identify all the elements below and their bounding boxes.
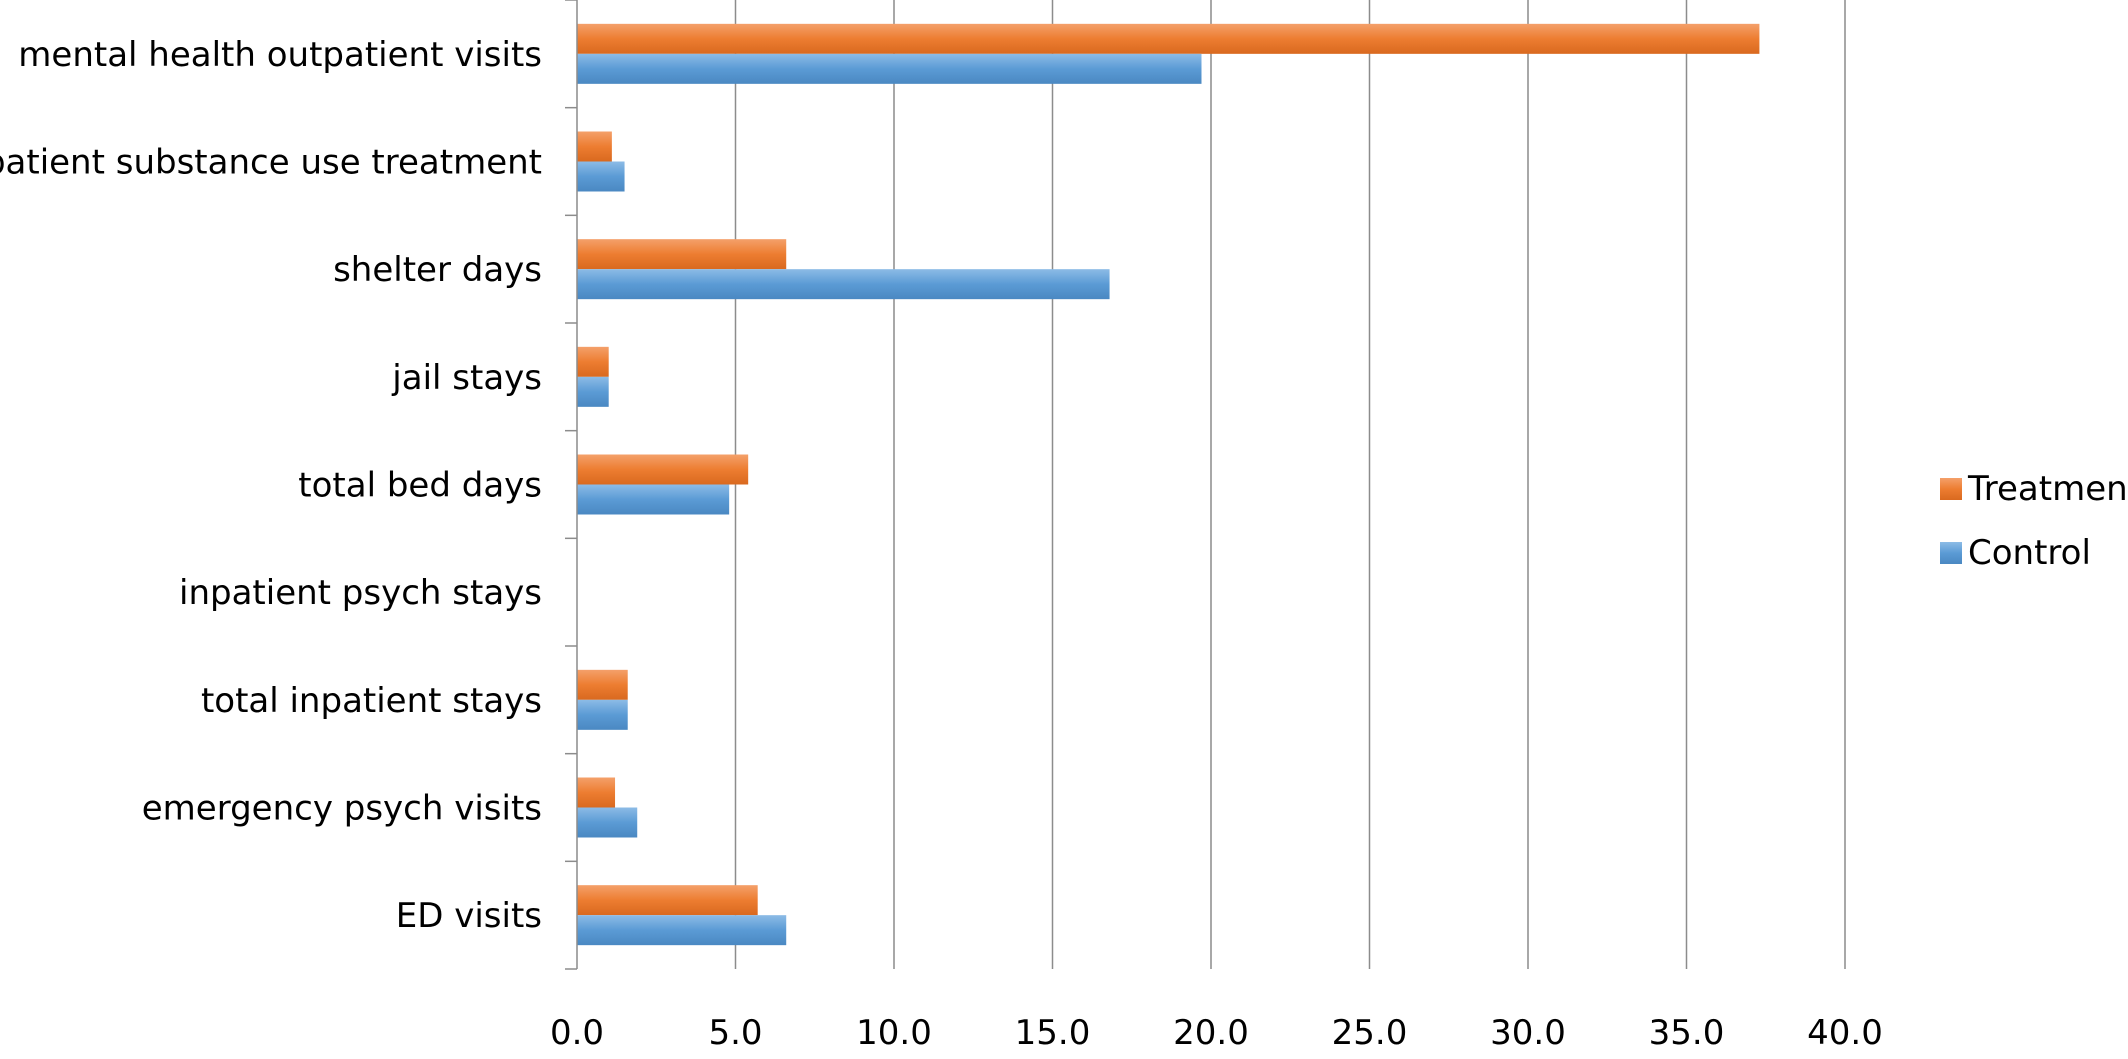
gridlines [734, 0, 1846, 969]
x-tick-label: 15.0 [1015, 1013, 1091, 1053]
category-label: total inpatient stays [201, 681, 542, 721]
legend-label-treatment: Treatment [1967, 469, 2128, 509]
bar-treatment [577, 239, 787, 270]
legend-swatch-control [1940, 542, 1962, 564]
bar-treatment [577, 669, 628, 700]
x-tick-label: 20.0 [1173, 1013, 1249, 1053]
bar-control [577, 269, 1110, 300]
bar-treatment [577, 23, 1760, 54]
bar-treatment [577, 885, 758, 916]
bar-control [577, 699, 628, 730]
x-tick-label: 0.0 [550, 1013, 604, 1053]
bar-control [577, 484, 730, 515]
bar-control [577, 376, 609, 407]
category-label: shelter days [333, 250, 542, 290]
category-label: emergency psych visits [142, 789, 542, 829]
bar-control [577, 161, 625, 192]
x-tick-label: 5.0 [708, 1013, 762, 1053]
axes [565, 0, 578, 970]
bar-control [577, 915, 787, 946]
x-tick-label: 10.0 [856, 1013, 932, 1053]
category-labels: mental health outpatient visits outpatien… [0, 35, 542, 936]
x-tick-label: 35.0 [1649, 1013, 1725, 1053]
category-label: outpatient substance use treatment [0, 143, 542, 183]
category-label: ED visits [396, 896, 542, 936]
category-label: inpatient psych stays [179, 573, 542, 613]
bar-treatment [577, 131, 612, 162]
legend-swatch-treatment [1940, 478, 1962, 500]
x-tick-label: 30.0 [1490, 1013, 1566, 1053]
bar-treatment [577, 454, 749, 485]
legend-label-control: Control [1968, 533, 2091, 573]
x-tick-label: 40.0 [1807, 1013, 1883, 1053]
x-tick-label: 25.0 [1332, 1013, 1408, 1053]
bar-control [577, 807, 638, 838]
bar-control [577, 53, 1202, 84]
bar-treatment [577, 777, 616, 808]
category-label: mental health outpatient visits [18, 35, 542, 75]
category-label: total bed days [298, 466, 542, 506]
bars [577, 23, 1760, 946]
bar-treatment [577, 346, 609, 377]
legend: Treatment Control [1940, 469, 2128, 573]
category-label: jail stays [391, 358, 542, 398]
x-tick-labels: 0.0 5.0 10.0 15.0 20.0 25.0 30.0 35.0 40.0 [550, 1013, 1883, 1053]
